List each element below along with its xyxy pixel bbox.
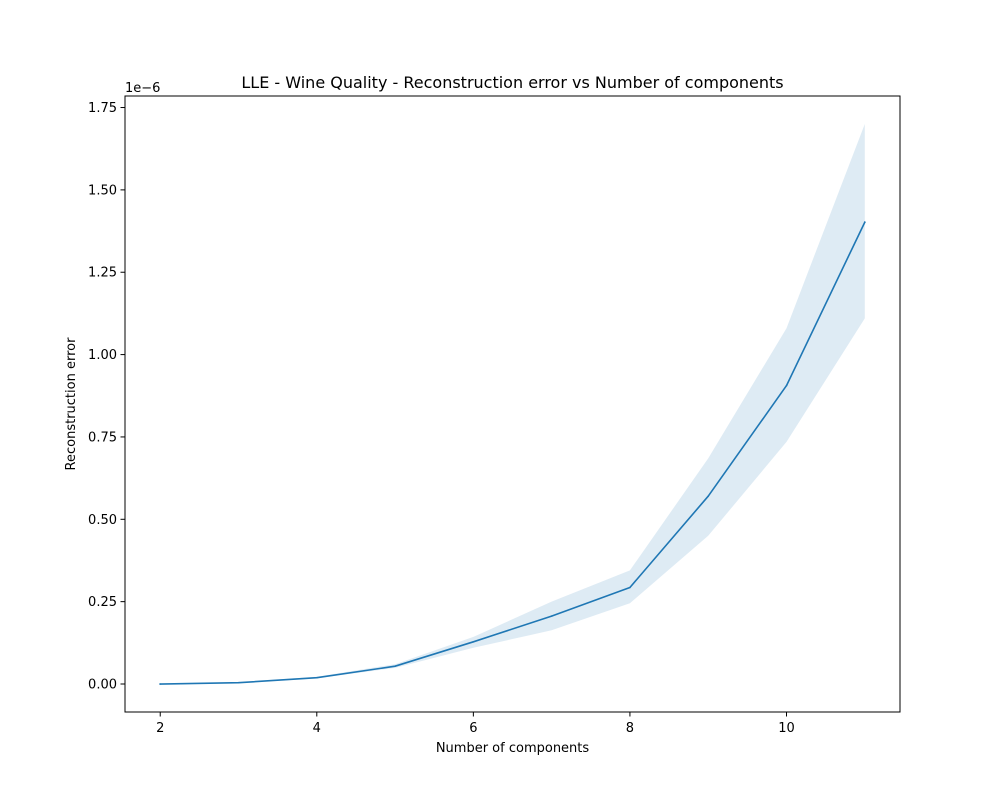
data-point [472,641,475,643]
x-tick-label: 2 [156,721,164,736]
confidence-band [160,124,865,684]
x-tick-label: 10 [778,721,795,736]
data-point [707,495,709,498]
confidence-band-layer [160,124,865,684]
y-tick-label: 1.50 [88,183,117,198]
y-tick-label: 0.50 [88,513,117,528]
series-line [159,221,866,685]
y-tick-label: 1.75 [88,101,117,116]
data-point [316,676,318,679]
data-point [237,681,240,684]
y-axis-offset-label: 1e−6 [125,81,160,96]
y-tick-label: 0.25 [88,595,117,610]
plot-area-frame [124,95,901,713]
x-axis-ticks: 2 4 6 8 10 [156,712,795,736]
x-tick-label: 6 [469,721,477,736]
y-tick-label: 0.00 [88,678,117,693]
y-axis-ticks: 0.00 0.25 0.50 0.75 1.00 1.25 1.50 1.75 [88,101,125,693]
y-axis-label: Reconstruction error [64,337,79,471]
y-tick-label: 0.75 [88,430,117,445]
x-tick-label: 4 [313,721,321,736]
x-axis-label: Number of components [436,741,590,756]
y-tick-label: 1.00 [88,348,117,363]
data-point [629,586,631,589]
data-point [864,221,866,223]
x-tick-label: 8 [626,721,634,736]
data-point [159,683,161,685]
data-point [550,615,553,617]
data-point [785,384,788,387]
chart-title: LLE - Wine Quality - Reconstruction erro… [241,73,783,92]
data-point [394,665,396,667]
y-tick-label: 1.25 [88,266,117,281]
series-line-layer [159,221,866,685]
